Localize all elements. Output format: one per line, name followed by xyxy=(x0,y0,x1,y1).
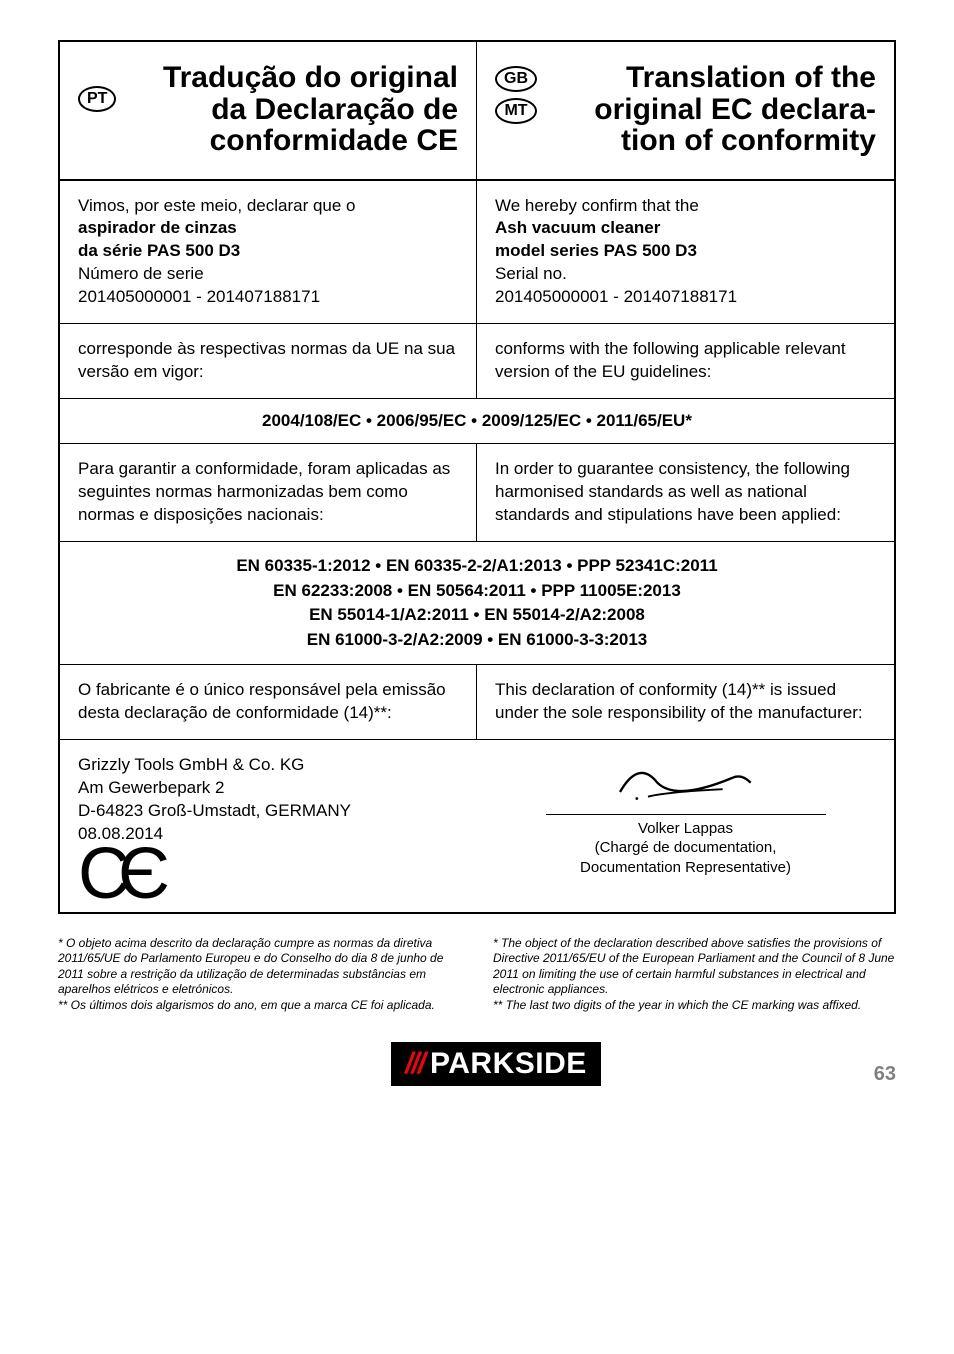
title-pt-l2: da Declaração de xyxy=(211,93,458,126)
title-pt-l3: conformidade CE xyxy=(210,124,458,157)
product-pt: Vimos, por este meio, declarar que o asp… xyxy=(60,181,477,324)
en-serial-label: Serial no. xyxy=(495,264,567,283)
pt-serial-label: Número de serie xyxy=(78,264,204,283)
title-en-l3: tion of conformity xyxy=(621,124,876,157)
product-row: Vimos, por este meio, declarar que o asp… xyxy=(60,181,894,325)
country-gb-badge: GB xyxy=(495,66,537,92)
signature-row: Grizzly Tools GmbH & Co. KG Am Gewerbepa… xyxy=(60,740,894,911)
standards-list: EN 60335-1:2012 • EN 60335-2-2/A1:2013 •… xyxy=(60,542,894,665)
footnote-pt: * O objeto acima descrito da declaração … xyxy=(58,936,461,1014)
ce-mark: CЄ xyxy=(78,846,459,904)
product-en: We hereby confirm that the Ash vacuum cl… xyxy=(477,181,894,324)
signer-role2: Documentation Representative) xyxy=(495,858,876,878)
parkside-logo: /// PARKSIDE xyxy=(391,1042,601,1086)
directives: 2004/108/EC • 2006/95/EC • 2009/125/EC •… xyxy=(60,399,894,443)
logo-stripes: /// xyxy=(405,1047,424,1081)
signer-role1: (Chargé de documentation, xyxy=(495,838,876,858)
signature-line xyxy=(546,814,826,815)
standards-intro-en: In order to guarantee consistency, the f… xyxy=(477,444,894,541)
title-en-l2: original EC declara- xyxy=(594,93,876,126)
title-en-l1: Translation of the xyxy=(626,61,876,94)
signature-icon xyxy=(592,750,779,806)
footer-row: /// PARKSIDE 63 xyxy=(58,1042,896,1086)
standards-row: EN 60335-1:2012 • EN 60335-2-2/A1:2013 •… xyxy=(60,542,894,666)
standards-intro-pt: Para garantir a conformidade, foram apli… xyxy=(60,444,477,541)
pt-serial: 201405000001 - 201407188171 xyxy=(78,287,320,306)
header-en: GB MT Translation of the original EC dec… xyxy=(477,42,894,179)
responsibility-row: O fabricante é o único responsável pela … xyxy=(60,665,894,740)
addr-l3: D-64823 Groß-Umstadt, GERMANY xyxy=(78,801,351,820)
header-pt: PT Tradução do original da Declaração de… xyxy=(60,42,477,179)
responsibility-pt: O fabricante é o único responsável pela … xyxy=(60,665,477,739)
en-intro: We hereby confirm that the xyxy=(495,196,699,215)
page-number: 63 xyxy=(874,1063,896,1086)
conforms-pt: corresponde às respectivas normas da UE … xyxy=(60,324,477,398)
std-l1: EN 60335-1:2012 • EN 60335-2-2/A1:2013 •… xyxy=(236,556,717,575)
addr-l2: Am Gewerbepark 2 xyxy=(78,778,224,797)
standards-intro-row: Para garantir a conformidade, foram apli… xyxy=(60,444,894,542)
conforms-en: conforms with the following applicable r… xyxy=(477,324,894,398)
footnotes: * O objeto acima descrito da declaração … xyxy=(58,936,896,1014)
conforms-row: corresponde às respectivas normas da UE … xyxy=(60,324,894,399)
header-row: PT Tradução do original da Declaração de… xyxy=(60,42,894,181)
country-mt-badge: MT xyxy=(495,98,537,124)
footnote-en: * The object of the declaration describe… xyxy=(493,936,896,1014)
logo-text: PARKSIDE xyxy=(430,1047,587,1081)
declaration-table: PT Tradução do original da Declaração de… xyxy=(58,40,896,914)
en-model: model series PAS 500 D3 xyxy=(495,241,697,260)
title-pt-l1: Tradução do original xyxy=(163,61,458,94)
std-l2: EN 62233:2008 • EN 50564:2011 • PPP 1100… xyxy=(273,581,681,600)
en-product: Ash vacuum cleaner xyxy=(495,218,660,237)
country-pt-badge: PT xyxy=(78,86,116,112)
directives-row: 2004/108/EC • 2006/95/EC • 2009/125/EC •… xyxy=(60,399,894,444)
pt-intro: Vimos, por este meio, declarar que o xyxy=(78,196,356,215)
signer-name: Volker Lappas xyxy=(495,819,876,839)
pt-product: aspirador de cinzas xyxy=(78,218,237,237)
manufacturer-address: Grizzly Tools GmbH & Co. KG Am Gewerbepa… xyxy=(60,740,477,911)
pt-model: da série PAS 500 D3 xyxy=(78,241,240,260)
addr-l1: Grizzly Tools GmbH & Co. KG xyxy=(78,755,304,774)
signature-block: Volker Lappas (Chargé de documentation, … xyxy=(477,740,894,911)
title-pt: Tradução do original da Declaração de co… xyxy=(128,62,458,157)
responsibility-en: This declaration of conformity (14)** is… xyxy=(477,665,894,739)
std-l3: EN 55014-1/A2:2011 • EN 55014-2/A2:2008 xyxy=(309,605,645,624)
std-l4: EN 61000-3-2/A2:2009 • EN 61000-3-3:2013 xyxy=(307,630,648,649)
title-en: Translation of the original EC declara- … xyxy=(547,62,876,157)
en-serial: 201405000001 - 201407188171 xyxy=(495,287,737,306)
